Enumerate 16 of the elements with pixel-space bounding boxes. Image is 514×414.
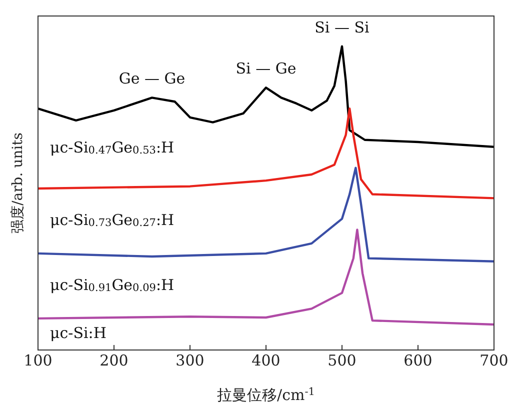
x-tick-label: 300 <box>176 352 204 370</box>
annotation: Si — Ge <box>236 60 296 78</box>
annotation: Si — Si <box>314 18 370 36</box>
x-tick-label: 100 <box>24 352 52 370</box>
y-axis-title: 强度/arb. units <box>10 132 26 234</box>
x-tick-label: 700 <box>480 352 508 370</box>
x-axis-title: 拉曼位移/cm$^{-1}$ <box>217 386 315 404</box>
x-tick-label: 500 <box>328 352 356 370</box>
series-label: μc-Si:H <box>50 324 106 342</box>
x-tick-label: 600 <box>404 352 432 370</box>
annotation: Ge — Ge <box>118 70 186 88</box>
x-tick-label: 400 <box>252 352 280 370</box>
x-tick-label: 200 <box>100 352 128 370</box>
series-label: μc-Si$_{0.73}$Ge$_{0.27}$:H <box>50 210 174 230</box>
series-label: μc-Si$_{0.91}$Ge$_{0.09}$:H <box>50 276 174 294</box>
series-label: μc-Si$_{0.47}$Ge$_{0.53}$:H <box>50 138 174 158</box>
